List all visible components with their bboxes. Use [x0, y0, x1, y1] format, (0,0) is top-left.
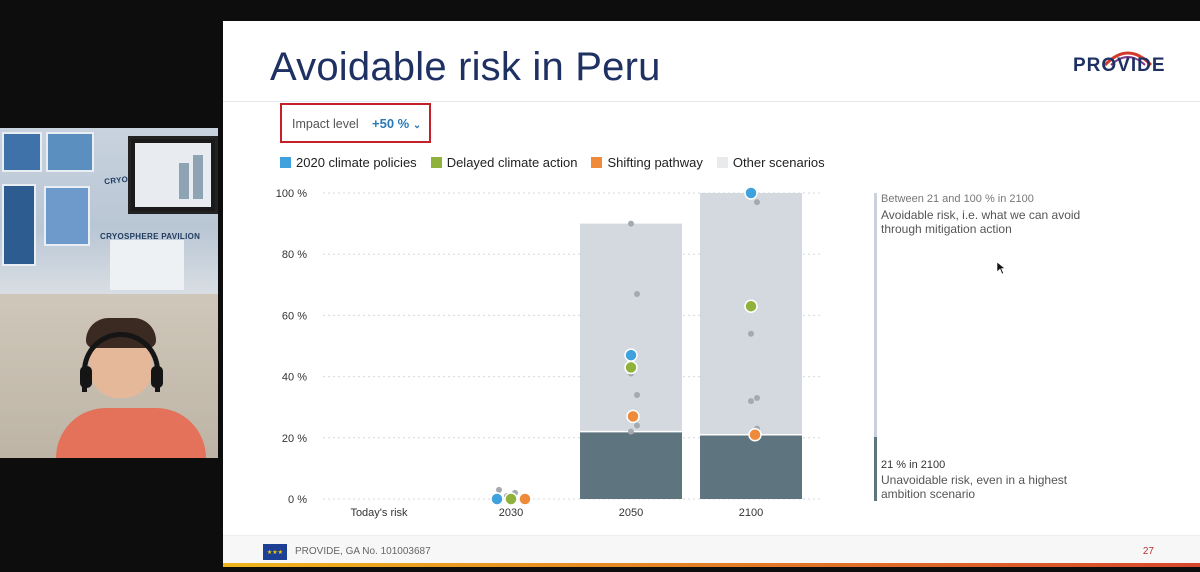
- speaker-shirt: [56, 408, 206, 458]
- slide-footer: ★★★ PROVIDE, GA No. 101003687 27: [223, 535, 1200, 567]
- series-point-2020-climate-policies: [744, 186, 758, 200]
- chart-legend: 2020 climate policies Delayed climate ac…: [280, 155, 825, 170]
- presentation-slide: Avoidable risk in Peru PROVIDE Impact le…: [223, 21, 1200, 567]
- headset-ear-icon: [151, 366, 163, 388]
- legend-label: Delayed climate action: [446, 155, 578, 170]
- series-point-delayed-climate-action: [744, 299, 758, 313]
- impact-level-value[interactable]: +50 % ⌄: [372, 116, 421, 131]
- title-divider: [223, 101, 1200, 102]
- legend-swatch: [430, 157, 442, 168]
- x-tick-label: 2030: [499, 507, 523, 519]
- headset-ear-icon: [80, 366, 92, 388]
- other-scenario-point: [754, 395, 760, 402]
- legend-item-shifting-pathway[interactable]: Shifting pathway: [591, 155, 703, 170]
- poster: [2, 132, 42, 172]
- unavoidable-risk-bar: [580, 431, 682, 499]
- other-scenario-point: [628, 428, 634, 435]
- bottom-color-stripe: [223, 563, 1200, 567]
- unavoidable-range-bar: [874, 437, 877, 501]
- series-point-shifting-pathway: [518, 492, 532, 506]
- risk-chart: 0 % 20 % 40 % 60 % 80 % 100 % Today's risk 2030…: [276, 186, 823, 519]
- y-tick-label: 100 %: [276, 188, 307, 200]
- legend-label: 2020 climate policies: [296, 155, 417, 170]
- series-point-2020-climate-policies: [490, 492, 504, 506]
- page-number: 27: [1142, 546, 1154, 557]
- y-tick-label: 80 %: [282, 249, 307, 261]
- other-scenario-point: [628, 220, 634, 227]
- legend-label: Shifting pathway: [607, 155, 703, 170]
- other-scenario-point: [634, 422, 640, 429]
- impact-level-value-text: +50 %: [372, 116, 410, 131]
- tv-monitor: [128, 136, 218, 214]
- other-scenario-point: [634, 290, 640, 297]
- unavoidable-risk-text-1: Unavoidable risk, even in a highest: [881, 473, 1068, 487]
- poster: [2, 184, 36, 266]
- series-point-shifting-pathway: [626, 409, 640, 424]
- avoidable-range-bar: [874, 193, 877, 437]
- headset-icon: [82, 332, 160, 392]
- series-point-delayed-climate-action: [624, 360, 638, 375]
- footer-grant-text: PROVIDE, GA No. 101003687: [295, 546, 431, 557]
- legend-swatch: [716, 157, 728, 168]
- legend-item-delayed-action[interactable]: Delayed climate action: [430, 155, 578, 170]
- legend-item-2020-policies[interactable]: 2020 climate policies: [280, 155, 417, 170]
- eu-flag-icon: ★★★: [263, 544, 287, 560]
- other-scenario-point: [754, 199, 760, 206]
- legend-swatch: [591, 157, 603, 168]
- other-scenario-point: [748, 330, 754, 337]
- provide-logo-arc-icon: [1103, 51, 1153, 67]
- legend-label: Other scenarios: [732, 155, 825, 170]
- series-point-shifting-pathway: [748, 427, 762, 442]
- avoidable-range-label: Between 21 and 100 % in 2100: [881, 193, 1034, 205]
- impact-level-label: Impact level: [292, 117, 359, 131]
- x-tick-label: Today's risk: [350, 507, 408, 519]
- other-scenario-point: [748, 398, 754, 405]
- x-tick-label: 2100: [739, 507, 763, 519]
- speaker: [56, 318, 206, 458]
- desk: [110, 240, 184, 290]
- webcam-speaker-view: [0, 294, 218, 458]
- avoidable-risk-text-2: through mitigation action: [881, 222, 1012, 236]
- x-tick-label: 2050: [619, 507, 643, 519]
- y-tick-label: 60 %: [282, 310, 307, 322]
- mouse-cursor-icon: [996, 261, 1006, 275]
- impact-level-selector[interactable]: Impact level +50 % ⌄: [280, 103, 431, 143]
- chevron-down-icon: ⌄: [412, 120, 422, 131]
- avoidable-risk-bar: [700, 193, 802, 435]
- webcam-room-view: CRYOSPHERE PAVILION CRYOSPHERE PAVILION: [0, 128, 218, 294]
- wall-label: CRYOSPHERE PAVILION: [100, 232, 201, 241]
- series-point-delayed-climate-action: [504, 492, 518, 506]
- other-scenario-point: [634, 391, 640, 398]
- unavoidable-risk-text-2: ambition scenario: [881, 487, 976, 501]
- pavilion-wall: CRYOSPHERE PAVILION CRYOSPHERE PAVILION: [0, 128, 218, 294]
- avoidable-risk-text-1: Avoidable risk, i.e. what we can avoid: [881, 208, 1081, 222]
- unavoidable-range-label: 21 % in 2100: [881, 459, 946, 471]
- slide-title: Avoidable risk in Peru: [270, 45, 661, 89]
- legend-item-other-scenarios[interactable]: Other scenarios: [716, 155, 825, 170]
- poster: [46, 132, 94, 172]
- y-tick-label: 0 %: [288, 494, 307, 506]
- series-point-2020-climate-policies: [624, 348, 638, 362]
- y-tick-label: 40 %: [282, 372, 307, 384]
- other-scenario-point: [496, 486, 502, 493]
- poster: [44, 186, 90, 246]
- unavoidable-risk-bar: [700, 434, 802, 499]
- y-tick-label: 20 %: [282, 433, 307, 445]
- provide-logo: PROVIDE: [1073, 55, 1166, 76]
- avoidable-risk-bar: [580, 223, 682, 432]
- legend-swatch: [280, 157, 291, 168]
